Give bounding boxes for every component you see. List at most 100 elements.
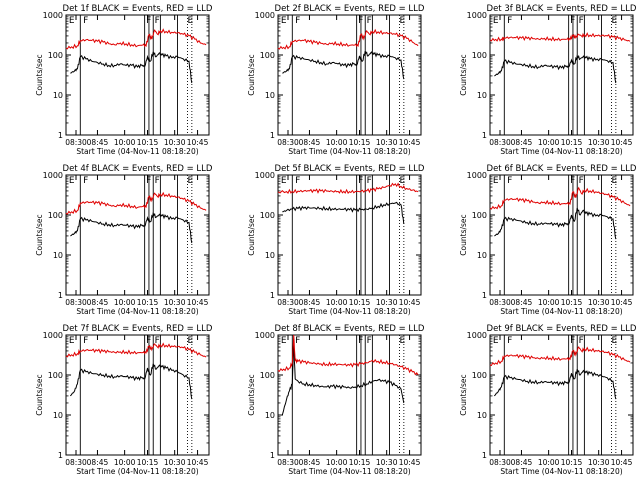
lld-series-line xyxy=(489,32,631,42)
panel-title: Det 4f BLACK = Events, RED = LLD xyxy=(63,164,213,174)
panel-title: Det 2f BLACK = Events, RED = LLD xyxy=(275,4,425,14)
x-tick-label: 08:30 xyxy=(65,138,87,147)
interval-flag: F xyxy=(295,336,300,346)
events-series-line xyxy=(494,207,617,240)
interval-flag: E xyxy=(493,16,499,26)
y-axis-label: Counts/sec xyxy=(35,374,44,415)
lld-series-line xyxy=(65,191,207,215)
panel-9: Det 9f BLACK = Events, RED = LLD 1 10 100 10… xyxy=(459,324,637,476)
panel-3: Det 3f BLACK = Events, RED = LLD 1 10 100 10… xyxy=(459,4,637,156)
interval-flag: E xyxy=(188,176,194,186)
interval-flag: E xyxy=(612,176,618,186)
interval-flag: F xyxy=(507,16,512,26)
y-tick-label: 1 xyxy=(270,131,275,140)
x-tick-label: 10:30 xyxy=(376,298,398,307)
y-tick-label: 100 xyxy=(48,51,63,60)
interval-flag: E xyxy=(493,176,499,186)
x-tick-label: 10:15 xyxy=(137,138,159,147)
y-axis-label: Counts/sec xyxy=(35,54,44,95)
y-tick-label: 10 xyxy=(477,91,487,100)
x-axis-label: Start Time (04-Nov-11 08:18:20) xyxy=(288,147,410,156)
panel-title: Det 7f BLACK = Events, RED = LLD xyxy=(63,324,213,334)
events-series-line xyxy=(70,51,193,84)
y-tick-label: 1000 xyxy=(467,331,487,340)
y-tick-label: 1 xyxy=(58,291,63,300)
interval-flag: E xyxy=(281,336,287,346)
x-tick-label: 10:00 xyxy=(538,458,560,467)
interval-flag: F xyxy=(570,16,575,26)
y-tick-label: 10 xyxy=(477,251,487,260)
events-series-line xyxy=(494,54,617,84)
x-tick-label: 10:15 xyxy=(137,298,159,307)
y-tick-label: 100 xyxy=(48,211,63,220)
x-tick-label: 08:30 xyxy=(277,138,299,147)
interval-flag: F xyxy=(367,336,372,346)
events-series-line xyxy=(282,50,405,80)
x-tick-label: 08:45 xyxy=(299,298,321,307)
x-tick-label: 10:30 xyxy=(588,138,610,147)
plot-frame xyxy=(65,14,210,136)
y-tick-label: 1000 xyxy=(43,331,63,340)
y-tick-label: 100 xyxy=(260,211,275,220)
interval-flag: F xyxy=(146,16,151,26)
x-axis-label: Start Time (04-Nov-11 08:18:20) xyxy=(500,467,622,476)
panel-1: Det 1f BLACK = Events, RED = LLD 1 10 100 10… xyxy=(35,4,213,156)
interval-flag: F xyxy=(570,336,575,346)
y-axis-label: Counts/sec xyxy=(459,214,468,255)
x-tick-label: 08:30 xyxy=(489,138,511,147)
x-tick-label: 08:45 xyxy=(511,298,533,307)
y-axis-label: Counts/sec xyxy=(247,54,256,95)
x-axis-label: Start Time (04-Nov-11 08:18:20) xyxy=(76,307,198,316)
x-tick-label: 08:30 xyxy=(489,298,511,307)
plot-frame xyxy=(277,174,422,296)
panel-5: Det 5f BLACK = Events, RED = LLD 1 10 100 10… xyxy=(247,164,425,316)
y-tick-label: 1 xyxy=(482,291,487,300)
x-tick-label: 10:00 xyxy=(538,138,560,147)
x-tick-label: 10:45 xyxy=(187,138,209,147)
x-tick-label: 08:30 xyxy=(277,458,299,467)
y-tick-label: 1 xyxy=(482,131,487,140)
x-tick-label: 08:30 xyxy=(65,458,87,467)
panel-title: Det 6f BLACK = Events, RED = LLD xyxy=(487,164,637,174)
y-tick-label: 10 xyxy=(265,251,275,260)
interval-flag: F xyxy=(83,16,88,26)
y-tick-label: 1 xyxy=(482,451,487,460)
plot-frame xyxy=(489,14,634,136)
panel-8: Det 8f BLACK = Events, RED = LLD 1 10 100 10… xyxy=(247,324,425,476)
panel-title: Det 9f BLACK = Events, RED = LLD xyxy=(487,324,637,334)
x-axis-label: Start Time (04-Nov-11 08:18:20) xyxy=(288,307,410,316)
interval-flag: F xyxy=(579,336,584,346)
x-tick-label: 10:45 xyxy=(611,138,633,147)
x-tick-label: 10:45 xyxy=(611,298,633,307)
y-axis-label: Counts/sec xyxy=(35,214,44,255)
x-tick-label: 10:45 xyxy=(187,458,209,467)
x-tick-label: 10:30 xyxy=(164,458,186,467)
y-tick-label: 10 xyxy=(53,91,63,100)
x-tick-label: 10:15 xyxy=(349,298,371,307)
y-tick-label: 1000 xyxy=(43,171,63,180)
x-tick-label: 10:00 xyxy=(114,138,136,147)
x-tick-label: 10:15 xyxy=(137,458,159,467)
x-tick-label: 10:45 xyxy=(399,458,421,467)
x-tick-label: 08:45 xyxy=(299,138,321,147)
x-axis-label: Start Time (04-Nov-11 08:18:20) xyxy=(76,467,198,476)
y-axis-label: Counts/sec xyxy=(247,374,256,415)
interval-flag: F xyxy=(358,16,363,26)
plot-frame xyxy=(65,334,210,456)
events-series-line xyxy=(70,211,193,244)
panel-2: Det 2f BLACK = Events, RED = LLD 1 10 100 10… xyxy=(247,4,425,156)
y-tick-label: 1 xyxy=(58,451,63,460)
y-tick-label: 100 xyxy=(260,51,275,60)
plot-frame xyxy=(489,334,634,456)
plot-frame xyxy=(65,174,210,296)
interval-flag: F xyxy=(579,176,584,186)
y-tick-label: 1 xyxy=(58,131,63,140)
y-tick-label: 10 xyxy=(477,411,487,420)
x-tick-label: 08:45 xyxy=(87,138,109,147)
events-series-line xyxy=(493,369,617,400)
x-tick-label: 10:30 xyxy=(164,298,186,307)
x-axis-label: Start Time (04-Nov-11 08:18:20) xyxy=(288,467,410,476)
plot-frame xyxy=(489,174,634,296)
x-tick-label: 08:30 xyxy=(277,298,299,307)
